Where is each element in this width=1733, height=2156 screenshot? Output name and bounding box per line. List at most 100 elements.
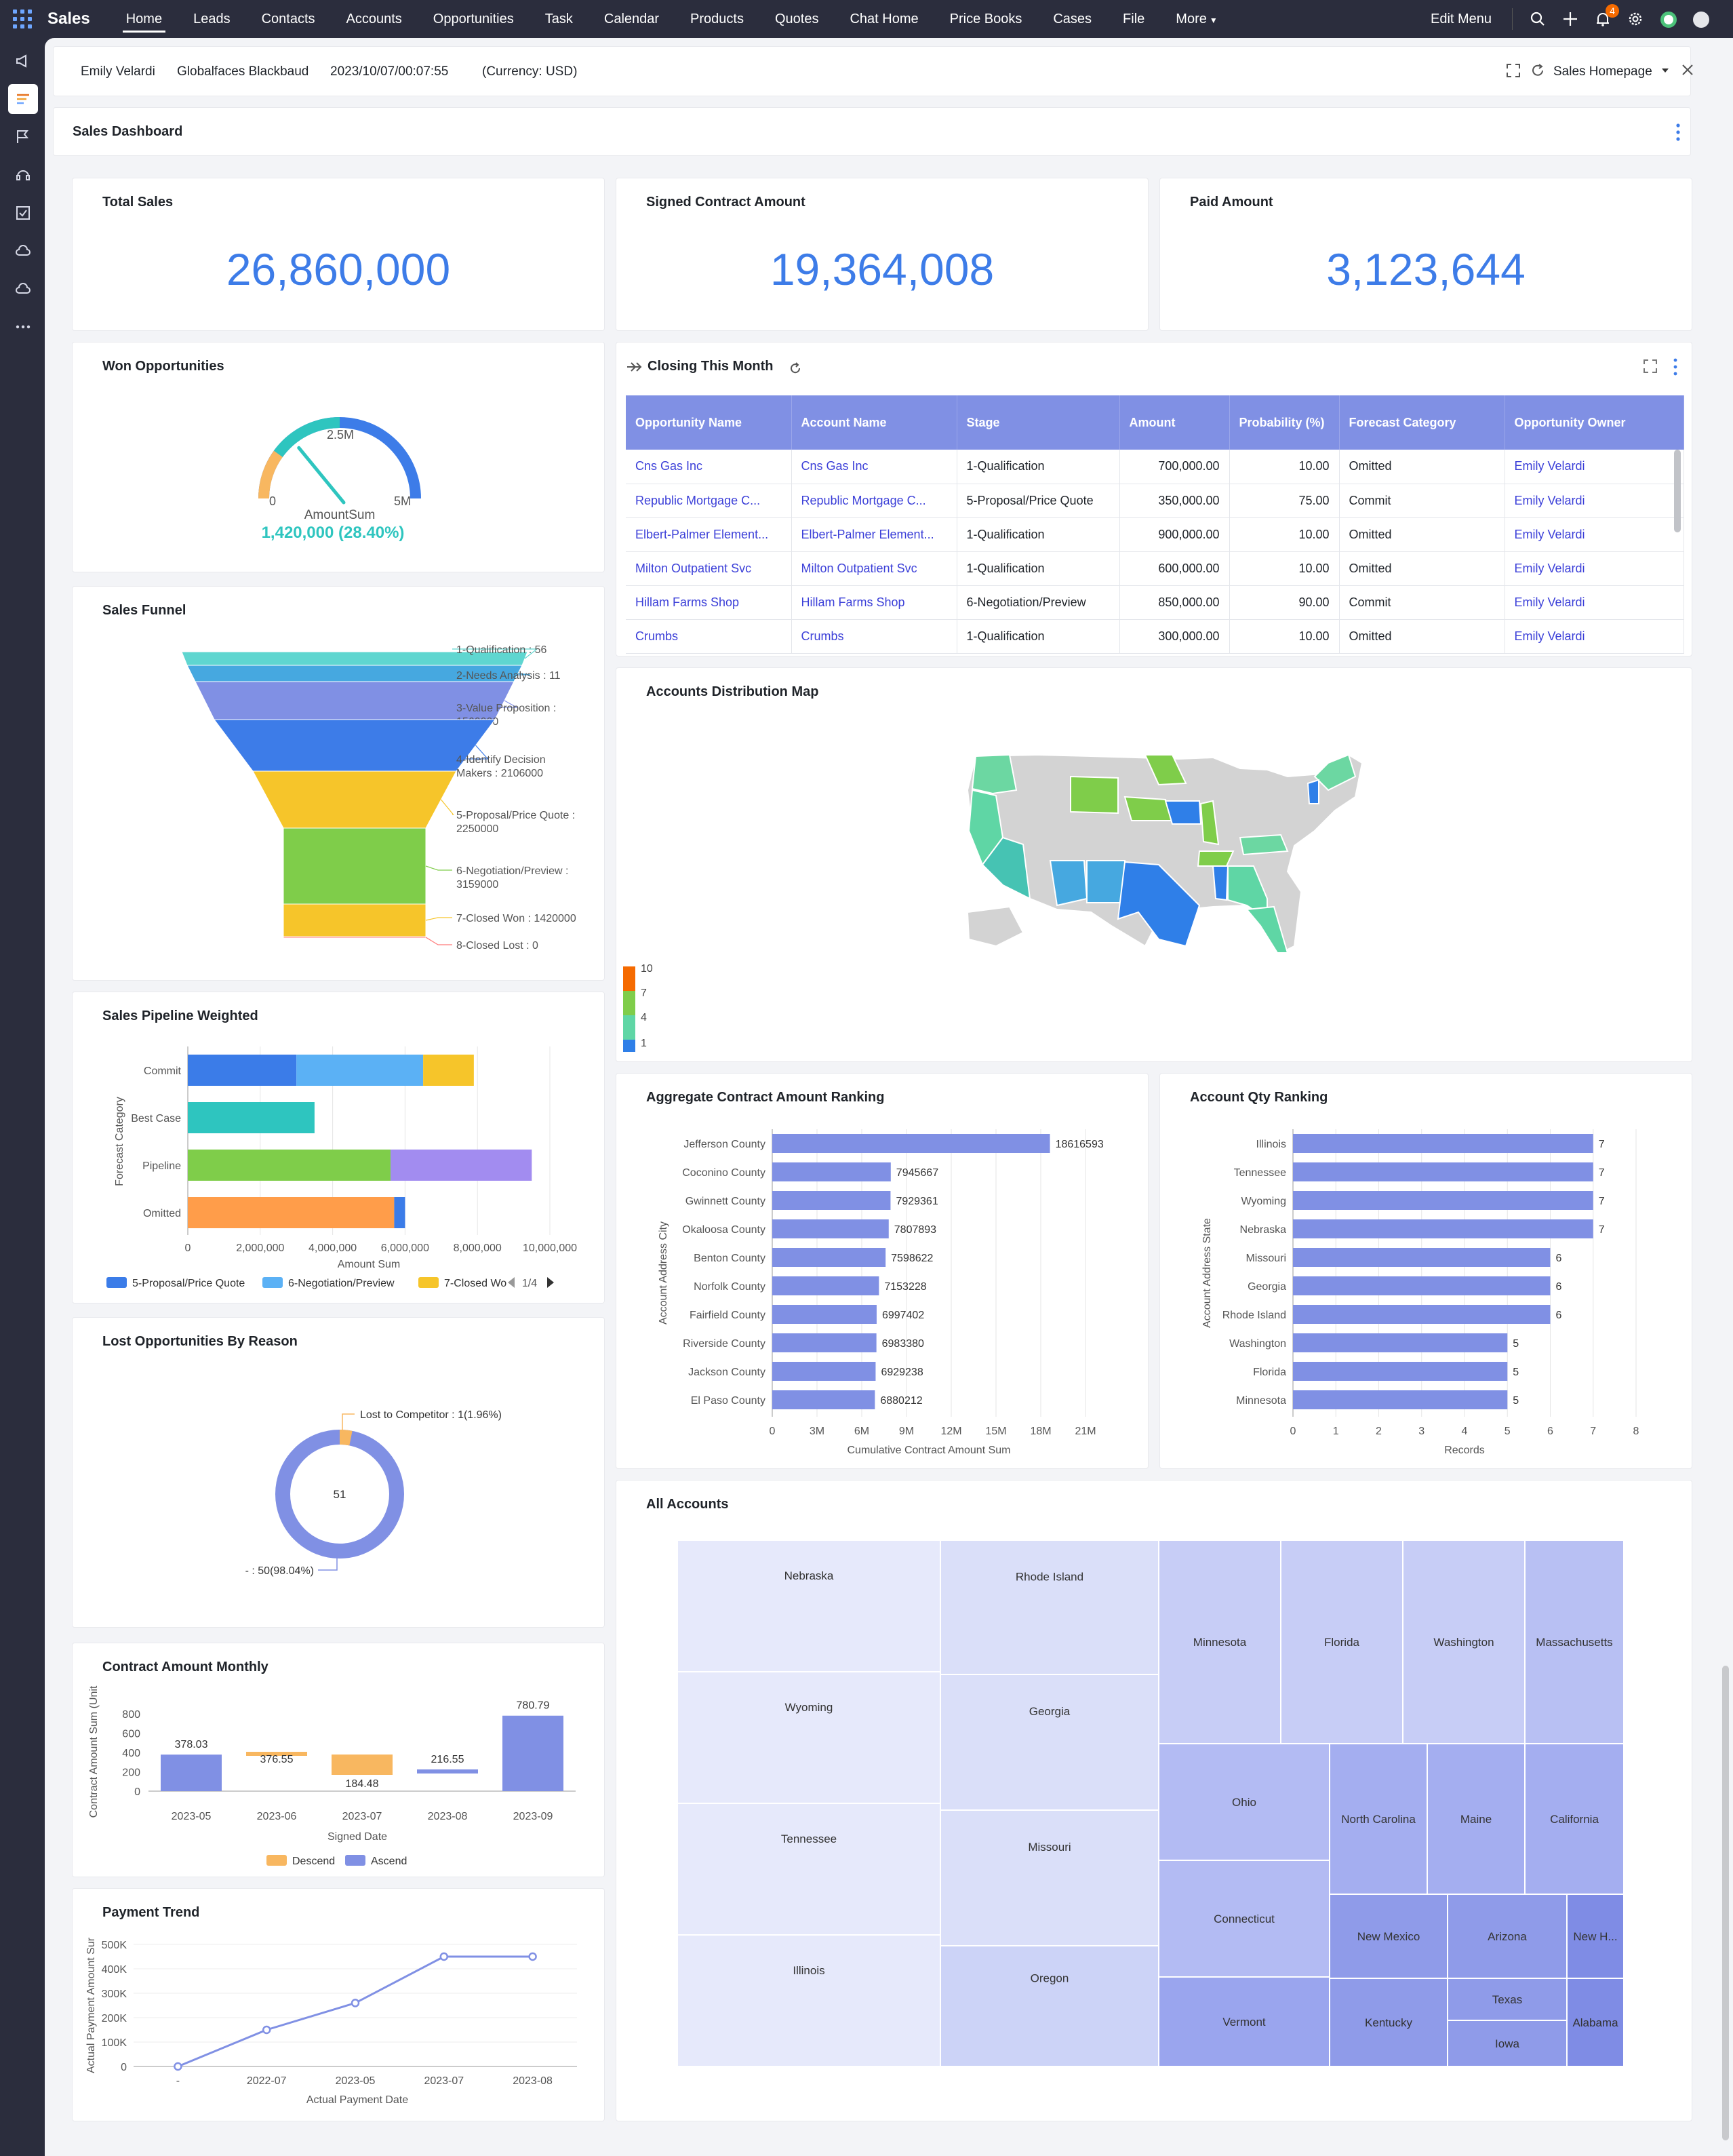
table-cell-link[interactable]: Milton Outpatient Svc <box>626 551 792 586</box>
trend-point[interactable] <box>262 2025 271 2035</box>
table-column-header[interactable]: Amount <box>1119 395 1230 450</box>
legend-swatch[interactable] <box>262 1277 283 1288</box>
ranking-bar[interactable] <box>772 1134 1050 1153</box>
nav-tab-calendar[interactable]: Calendar <box>603 12 660 26</box>
ranking-bar[interactable] <box>772 1333 877 1352</box>
table-cell-link[interactable]: Crumbs <box>626 619 792 654</box>
app-launcher-icon[interactable] <box>12 9 33 29</box>
treemap-cell[interactable] <box>1524 1540 1625 1744</box>
map-state[interactable] <box>1117 861 1201 947</box>
ranking-bar[interactable] <box>772 1219 889 1238</box>
pipeline-bar[interactable] <box>188 1197 395 1228</box>
table-cell-link[interactable]: Elbert-Palmer Element... <box>791 517 957 552</box>
nav-tab-quotes[interactable]: Quotes <box>774 12 819 26</box>
homepage-select[interactable]: Sales Homepage <box>1553 64 1652 79</box>
ranking-bar[interactable] <box>772 1248 886 1267</box>
map-state[interactable] <box>981 836 1031 900</box>
treemap-cell[interactable] <box>1280 1540 1403 1744</box>
trend-point[interactable] <box>351 1999 360 2007</box>
table-row[interactable]: Elbert-Palmer Element... Elbert-Palmer El… <box>626 517 1684 552</box>
search-icon[interactable] <box>1530 11 1546 27</box>
treemap-cell[interactable] <box>1427 1743 1526 1895</box>
donut-slice-competitor[interactable] <box>339 1430 353 1446</box>
treemap-cell[interactable] <box>1158 1743 1330 1861</box>
expand-icon[interactable] <box>1643 359 1658 374</box>
table-cell-link[interactable]: Republic Mortgage C... <box>791 484 957 518</box>
treemap-cell[interactable] <box>1447 2020 1568 2067</box>
treemap-cell[interactable] <box>677 1934 941 2067</box>
treemap-cell[interactable] <box>1524 1743 1625 1895</box>
nav-tab-price-books[interactable]: Price Books <box>949 12 1022 26</box>
table-cell-link[interactable]: Cns Gas Inc <box>626 450 792 484</box>
flag-icon[interactable] <box>8 122 38 152</box>
nav-tab-home[interactable]: Home <box>111 0 178 38</box>
table-column-header[interactable]: Account Name <box>791 395 957 450</box>
monthly-bar[interactable] <box>246 1752 307 1756</box>
ranking-bar[interactable] <box>772 1305 877 1324</box>
pin-icon[interactable] <box>1681 63 1694 81</box>
table-cell-link[interactable]: Emily Velardi <box>1505 517 1684 552</box>
ranking-bar[interactable] <box>1293 1134 1593 1153</box>
gear-icon[interactable] <box>1627 11 1644 27</box>
ranking-bar[interactable] <box>1293 1362 1508 1381</box>
monthly-bar[interactable] <box>502 1715 563 1791</box>
treemap-cell[interactable] <box>1566 1978 1625 2067</box>
pipeline-bar[interactable] <box>188 1055 297 1086</box>
ranking-bar[interactable] <box>772 1276 879 1295</box>
table-column-header[interactable]: Opportunity Owner <box>1505 395 1684 450</box>
table-cell-link[interactable]: Republic Mortgage C... <box>626 484 792 518</box>
ranking-bar[interactable] <box>772 1191 891 1210</box>
edit-menu-link[interactable]: Edit Menu <box>1431 12 1492 26</box>
legend-next-icon[interactable] <box>547 1277 554 1288</box>
nav-tab-products[interactable]: Products <box>690 12 744 26</box>
ranking-bar[interactable] <box>1293 1305 1551 1324</box>
pipeline-bar[interactable] <box>423 1055 474 1086</box>
funnel-stage[interactable] <box>283 827 426 905</box>
ranking-bar[interactable] <box>1293 1333 1508 1352</box>
table-cell-link[interactable]: Emily Velardi <box>1505 484 1684 518</box>
treemap-cell[interactable] <box>677 1803 941 1936</box>
table-cell-link[interactable]: Crumbs <box>791 619 957 654</box>
map-state[interactable] <box>1239 834 1289 856</box>
pipeline-bar[interactable] <box>394 1197 405 1228</box>
pipeline-bar[interactable] <box>391 1150 532 1181</box>
card-more-icon[interactable] <box>1673 357 1678 376</box>
refresh-icon[interactable] <box>789 361 802 375</box>
scrollbar-thumb[interactable] <box>1722 1666 1729 2140</box>
map-state[interactable] <box>1307 779 1319 804</box>
plus-icon[interactable] <box>1562 11 1578 27</box>
ranking-bar[interactable] <box>772 1162 891 1181</box>
monthly-bar[interactable] <box>332 1755 393 1775</box>
legend-prev-icon[interactable] <box>508 1277 515 1288</box>
ranking-bar[interactable] <box>772 1390 875 1409</box>
nav-tab-accounts[interactable]: Accounts <box>346 12 402 26</box>
map-state[interactable] <box>971 753 1018 795</box>
checklist-icon[interactable] <box>8 198 38 228</box>
treemap-cell[interactable] <box>1447 1894 1568 1979</box>
nav-tab-contacts[interactable]: Contacts <box>261 12 315 26</box>
ranking-bar[interactable] <box>1293 1162 1593 1181</box>
cloud-icon[interactable] <box>8 274 38 304</box>
treemap-cell[interactable] <box>1158 1860 1330 1978</box>
table-cell-link[interactable]: Emily Velardi <box>1505 450 1684 484</box>
legend-swatch[interactable] <box>418 1277 439 1288</box>
map-state[interactable] <box>1197 850 1235 867</box>
chevron-down-icon[interactable] <box>1660 64 1670 79</box>
table-column-header[interactable]: Opportunity Name <box>626 395 792 450</box>
map-state[interactable] <box>1199 800 1220 846</box>
table-cell-link[interactable]: Emily Velardi <box>1505 551 1684 586</box>
table-scrollbar-thumb[interactable] <box>1674 450 1681 532</box>
map-state[interactable] <box>1049 860 1088 907</box>
map-state[interactable] <box>1313 753 1357 791</box>
table-cell-link[interactable]: Milton Outpatient Svc <box>791 551 957 586</box>
table-cell-link[interactable]: Emily Velardi <box>1505 619 1684 654</box>
table-row[interactable]: Cns Gas Inc Cns Gas Inc 1-Qualification 700… <box>626 450 1684 484</box>
treemap-cell[interactable] <box>940 1540 1159 1675</box>
ranking-bar[interactable] <box>1293 1248 1551 1267</box>
table-cell-link[interactable]: Hillam Farms Shop <box>626 585 792 620</box>
table-cell-link[interactable]: Elbert-Palmer Element... <box>626 517 792 552</box>
map-state[interactable] <box>1164 800 1202 825</box>
dashboard-lines-icon[interactable] <box>8 84 38 114</box>
map-state[interactable] <box>1070 775 1119 815</box>
trend-point[interactable] <box>439 1952 449 1961</box>
